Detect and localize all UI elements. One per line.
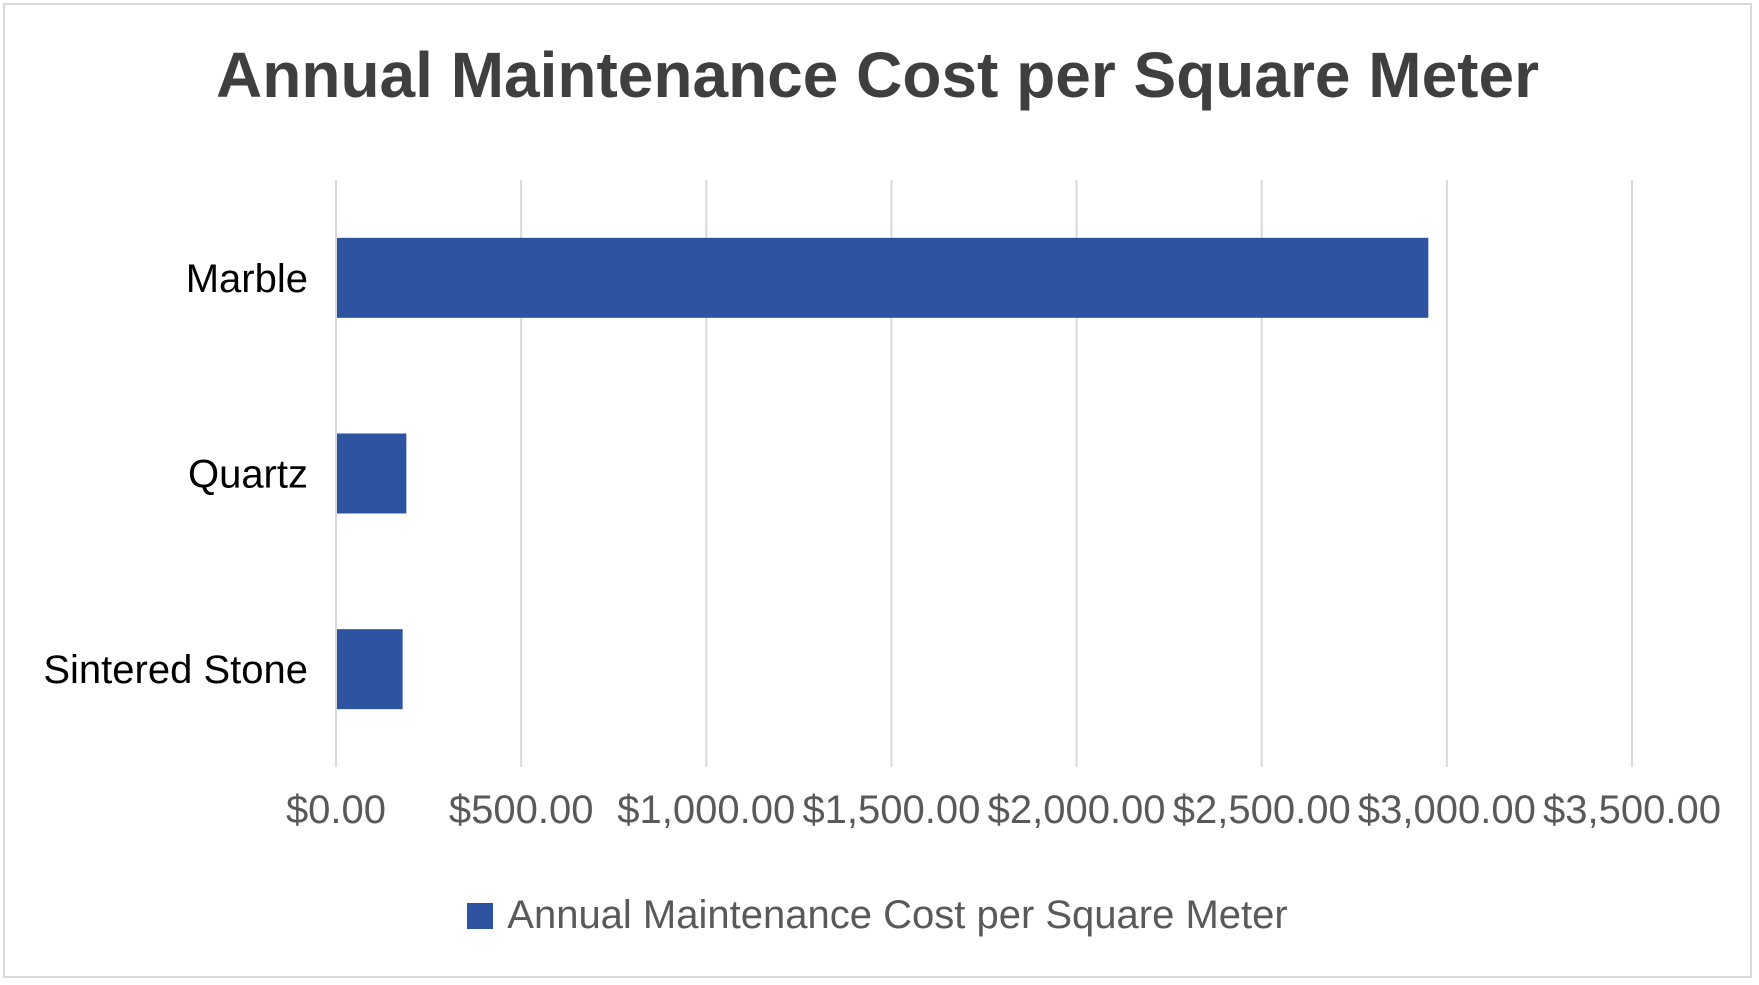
bar (337, 237, 1429, 318)
bar (337, 433, 407, 514)
x-tick-label: $1,000.00 (617, 788, 795, 832)
category-label: Marble (186, 257, 308, 301)
x-tick-label: $2,000.00 (988, 788, 1166, 832)
legend: Annual Maintenance Cost per Square Meter (5, 893, 1750, 938)
x-tick-label: $500.00 (449, 788, 594, 832)
chart-frame: Annual Maintenance Cost per Square Meter… (3, 3, 1752, 978)
x-tick-label: $3,500.00 (1543, 788, 1721, 832)
legend-label: Annual Maintenance Cost per Square Meter (507, 893, 1288, 937)
chart-title: Annual Maintenance Cost per Square Meter (216, 39, 1539, 111)
x-tick-label: $1,500.00 (802, 788, 980, 832)
category-label: Sintered Stone (43, 648, 308, 692)
legend-swatch (467, 902, 494, 929)
bar (337, 629, 403, 710)
x-tick-label: $2,500.00 (1173, 788, 1351, 832)
category-label: Quartz (188, 453, 308, 497)
bar-chart-plot: $0.00 $500.00 $1,000.00 $1,500.00 $2,000.00 $… (43, 180, 1721, 832)
x-tick-label: $3,000.00 (1358, 788, 1536, 832)
x-tick-label: $0.00 (286, 788, 386, 832)
